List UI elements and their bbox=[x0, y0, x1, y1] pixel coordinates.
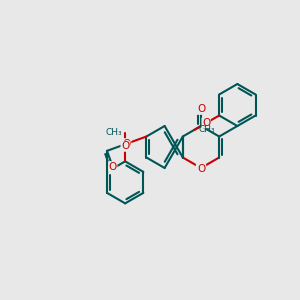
Text: CH₃: CH₃ bbox=[199, 125, 215, 134]
Text: O: O bbox=[121, 141, 129, 151]
Text: O: O bbox=[109, 162, 117, 172]
Text: O: O bbox=[197, 104, 205, 114]
Text: CH₃: CH₃ bbox=[106, 128, 122, 137]
Text: O: O bbox=[202, 118, 210, 128]
Text: O: O bbox=[197, 164, 205, 175]
Text: O: O bbox=[123, 139, 131, 149]
